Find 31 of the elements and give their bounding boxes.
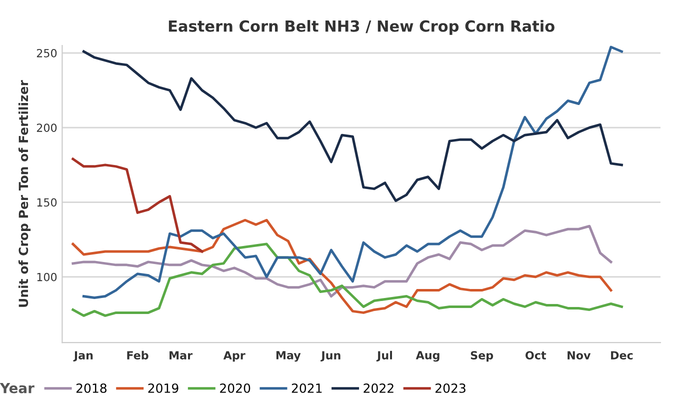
- x-tick-label: Sep: [470, 351, 494, 362]
- legend-label: 2019: [148, 383, 178, 393]
- x-tick-label: Jan: [73, 351, 93, 362]
- x-tick-label: Mar: [170, 351, 193, 360]
- x-tick-label: Apr: [223, 351, 246, 362]
- x-tick-label: Aug: [416, 351, 440, 362]
- x-tick-label: Jun: [320, 351, 340, 362]
- x-tick-label: Nov: [568, 351, 591, 360]
- legend-title: Year: [0, 382, 34, 394]
- x-tick-label: Oct: [526, 351, 546, 360]
- legend-label: 2018: [76, 383, 106, 393]
- y-tick-label: 250: [36, 48, 57, 58]
- line-series: [82, 46, 623, 300]
- line-series: [72, 158, 204, 253]
- y-tick-label: 200: [36, 124, 57, 132]
- x-tick-label: Feb: [127, 350, 148, 360]
- line-series: [82, 50, 623, 202]
- line-series: [72, 242, 623, 317]
- y-tick-label: 100: [37, 272, 57, 282]
- legend-label: 2023: [436, 383, 466, 393]
- x-tick-label: Dec: [611, 351, 633, 360]
- x-tick-label: Jul: [376, 350, 392, 362]
- legend-label: 2020: [220, 383, 250, 393]
- legend-label: 2022: [364, 383, 394, 393]
- line-series: [72, 218, 612, 314]
- x-tick-label: May: [276, 351, 301, 362]
- line-series: [72, 224, 612, 298]
- chart-title: Eastern Corn Belt NH3 / New Crop Corn Ratio: [168, 20, 554, 35]
- y-tick-label: 150: [37, 198, 57, 207]
- y-axis-title: Unit of Crop Per Ton of Fertilizer: [18, 80, 31, 307]
- legend-label: 2021: [292, 383, 322, 393]
